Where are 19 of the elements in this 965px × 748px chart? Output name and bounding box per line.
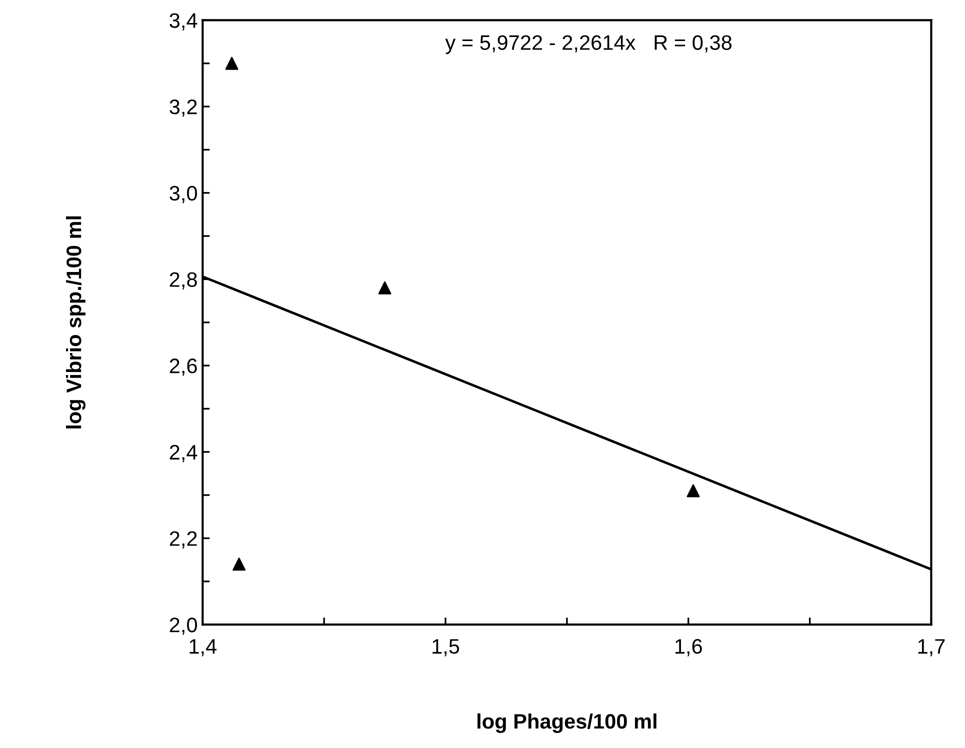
x-tick-label: 1,6: [675, 639, 702, 656]
x-tick-label: 1,7: [918, 639, 945, 656]
y-tick-label: 3,0: [170, 186, 197, 204]
point: [232, 558, 246, 571]
y-tick-label: 2,8: [170, 272, 197, 290]
x-tick-label: 1,4: [190, 639, 217, 656]
y-tick-label: 2,2: [170, 531, 197, 548]
y-tick-label: 3,2: [170, 100, 197, 117]
point: [686, 484, 700, 498]
point: [225, 56, 238, 70]
point: [378, 281, 392, 294]
x-axis-title: log Phages/100 ml: [478, 713, 656, 733]
y-tick-label: 2,6: [170, 358, 197, 376]
y-tick-label: 2,4: [170, 444, 198, 462]
x-tick-label: 1,5: [432, 639, 460, 656]
y-tick-label: 3,4: [170, 13, 198, 30]
y-tick-label: 2,0: [170, 618, 197, 635]
y-axis-title: log Vibrio spp./100 ml: [66, 216, 86, 428]
annotation: y = 5,9722 - 2,2614x R = 0,38: [445, 35, 732, 54]
